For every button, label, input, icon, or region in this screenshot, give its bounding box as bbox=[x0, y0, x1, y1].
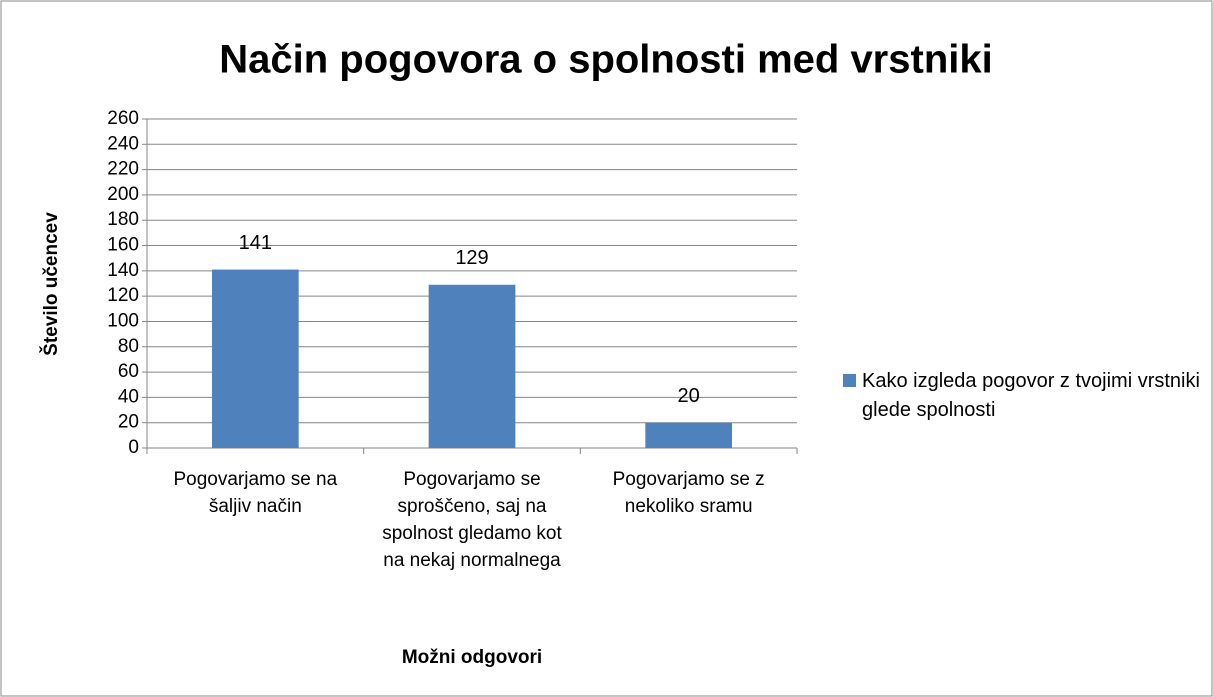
legend-label: Kako izgleda pogovor z tvojimi vrstniki … bbox=[862, 370, 1200, 421]
y-tick-label: 60 bbox=[118, 361, 139, 382]
y-tick-label: 140 bbox=[107, 260, 139, 281]
chart-title: Način pogovora o spolnosti med vrstniki bbox=[219, 38, 992, 82]
y-tick-label: 120 bbox=[107, 285, 139, 306]
y-tick-label: 80 bbox=[118, 336, 139, 357]
y-tick-label: 220 bbox=[107, 159, 139, 180]
y-tick-label: 20 bbox=[118, 412, 139, 433]
data-label: 129 bbox=[455, 247, 488, 269]
bar bbox=[428, 284, 516, 448]
x-tick-label: Pogovarjamo se na šaljiv način bbox=[173, 469, 338, 517]
x-tick-label: Pogovarjamo se z nekoliko sramu bbox=[612, 469, 765, 517]
y-tick-label: 180 bbox=[107, 209, 139, 230]
data-label: 141 bbox=[239, 232, 272, 254]
y-axis-title: Število učencev bbox=[40, 212, 62, 356]
y-tick-label: 160 bbox=[107, 235, 139, 256]
y-tick-label: 0 bbox=[128, 437, 139, 458]
y-tick-label: 240 bbox=[107, 133, 139, 154]
y-tick-label: 100 bbox=[107, 310, 139, 331]
y-tick-label: 260 bbox=[107, 108, 139, 129]
x-tick-label: Pogovarjamo se sproščeno, saj na spolnos… bbox=[382, 469, 562, 571]
bar bbox=[212, 269, 299, 448]
y-tick-label: 40 bbox=[118, 386, 139, 407]
data-label: 20 bbox=[678, 385, 700, 407]
bar bbox=[645, 422, 732, 448]
legend-swatch bbox=[843, 374, 856, 387]
x-axis-title: Možni odgovori bbox=[402, 647, 542, 668]
y-tick-label: 200 bbox=[107, 184, 139, 205]
